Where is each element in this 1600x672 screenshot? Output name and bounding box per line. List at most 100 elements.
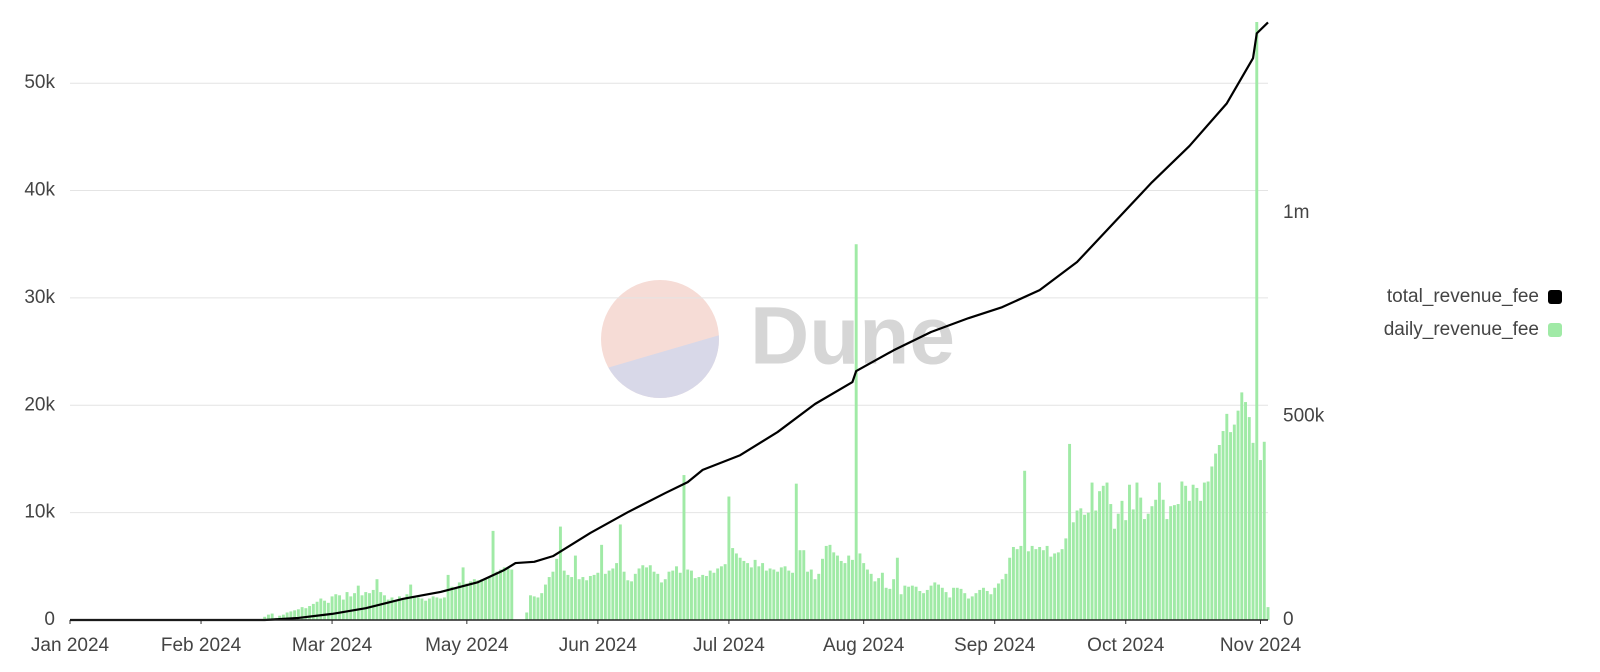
bar [993,587,997,620]
y-tick-label: 10k [24,502,55,523]
bar [880,572,884,620]
bar [746,563,750,620]
bar [1090,482,1094,620]
y-tick-label: 50k [24,72,55,93]
x-tick-label: Mar 2024 [292,635,373,656]
bar [1142,519,1146,620]
bar [633,573,637,620]
bar [783,566,787,620]
y-tick-label: 20k [24,394,55,415]
bar [1139,497,1143,620]
bar [1262,441,1266,620]
bar [701,574,705,620]
bar [989,594,993,620]
bar [562,570,566,620]
bar [787,570,791,620]
bar [723,564,727,620]
bar [551,571,555,620]
bar [296,609,300,620]
legend-swatch [1548,323,1562,337]
bar [753,559,757,620]
bar [645,567,648,620]
bar [764,570,768,620]
bar [712,572,716,620]
bar [588,575,592,620]
bar [843,563,847,620]
bar [1075,510,1079,620]
bar [326,602,330,620]
bar [955,587,959,620]
bar [1157,482,1161,620]
x-tick-label: Jun 2024 [559,635,638,656]
bar [641,565,645,620]
bar [1000,579,1004,620]
bar [461,567,465,620]
bar [390,597,394,620]
bar [828,544,832,620]
bar [1244,402,1247,620]
bar [824,545,828,620]
x-tick-label: May 2024 [425,635,509,656]
bar [937,584,941,620]
bar [884,587,888,620]
bar [959,588,963,620]
bar [1229,432,1233,620]
bar [293,610,297,620]
bar [435,597,439,620]
bar [263,616,267,620]
bar [1210,466,1214,620]
bar [1030,545,1034,620]
bar [281,614,285,620]
bar [611,568,615,620]
bar [570,577,574,620]
bar [1187,500,1191,620]
bar [386,599,390,620]
bar [1116,513,1120,620]
bar [850,559,854,620]
bar [345,592,349,620]
line [70,21,1269,622]
bar [1199,500,1203,620]
bar [457,582,461,620]
bar [734,553,738,620]
bar [412,596,416,620]
bar [854,244,858,620]
bar [371,589,375,620]
bar [315,601,319,620]
y-tick-label: 30k [24,287,55,308]
bar [555,558,559,620]
bar [922,593,926,620]
bar [1247,417,1251,620]
bar [353,593,356,620]
bar [836,555,839,620]
bar [1217,445,1221,620]
bar [1124,520,1128,620]
bar [933,582,937,620]
bar [974,593,978,620]
bar [484,578,488,620]
bar [970,596,974,620]
bar [1150,506,1154,620]
bar [532,596,536,620]
bar [892,579,896,620]
bar [1071,522,1075,620]
bar [806,571,809,620]
bar [600,544,604,620]
bar [1079,508,1083,620]
y2-tick-label: 500k [1283,406,1325,427]
bar [1120,500,1124,620]
x-tick-label: Jan 2024 [31,635,110,656]
bar [873,581,877,620]
bar [547,577,551,620]
x-tick-label: Nov 2024 [1220,635,1302,656]
bar [772,569,776,620]
bar [791,572,795,620]
bar [738,557,742,620]
bar [858,553,862,620]
bar [1004,573,1008,620]
bar [1015,549,1019,620]
bar [802,550,806,620]
bar [1180,481,1184,620]
bar [982,587,985,620]
